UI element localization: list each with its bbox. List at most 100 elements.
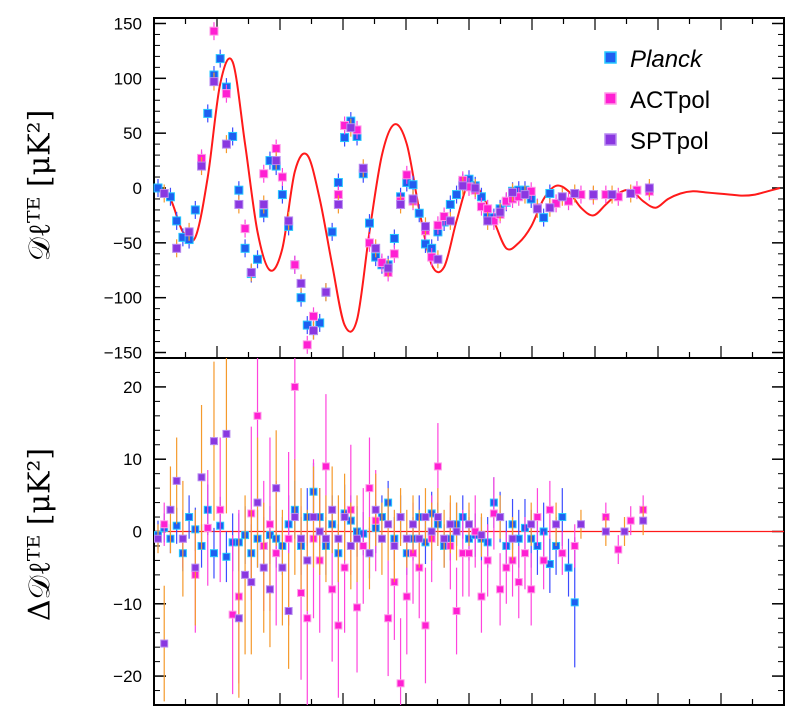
top-point-sptpol [284,216,294,226]
top-point-sptpol [209,77,219,87]
bottom-point-actpol [539,556,548,565]
legend-marker-actpol [604,92,617,105]
top-point-planck [153,183,163,193]
bottom-point-sptpol [284,607,293,616]
top-point-sptpol [246,267,256,277]
top-point-sptpol [234,199,244,209]
top-point-actpol [240,224,250,234]
top-point-planck [234,185,244,195]
top-point-actpol [209,26,219,36]
bottom-point-actpol [527,585,536,594]
top-point-sptpol [433,254,443,264]
top-y-tick-label: −150 [104,344,142,363]
bottom-point-sptpol [353,534,362,543]
top-point-planck [327,227,337,237]
bottom-point-actpol [328,585,337,594]
top-point-sptpol [445,216,455,226]
bottom-point-actpol [452,607,461,616]
bottom-point-actpol [477,592,486,601]
top-point-sptpol [607,190,617,200]
bottom-point-sptpol [440,534,449,543]
bottom-point-actpol [297,588,306,597]
bottom-point-actpol [396,679,405,688]
top-point-planck [215,54,225,64]
bottom-point-sptpol [334,534,343,543]
bottom-point-sptpol [253,498,262,507]
top-point-sptpol [383,263,393,273]
top-point-sptpol [396,199,406,209]
top-point-sptpol [259,199,269,209]
bottom-point-sptpol [197,473,206,482]
bottom-point-sptpol [371,505,380,514]
top-point-planck [228,131,238,141]
bottom-point-sptpol [178,534,187,543]
top-point-sptpol [346,123,356,133]
bottom-y-tick-label: 0 [133,523,142,542]
bottom-point-planck [222,552,231,561]
top-point-actpol [302,340,312,350]
bottom-point-planck [564,563,573,572]
top-point-planck [452,190,462,200]
bottom-point-actpol [496,585,505,594]
bottom-point-sptpol [166,505,175,514]
bottom-point-sptpol [209,437,218,446]
bottom-point-actpol [203,523,212,532]
bottom-point-actpol [321,462,330,471]
legend-label-actpol: ACTpol [630,87,710,114]
top-point-sptpol [358,163,368,173]
bottom-point-actpol [421,621,430,630]
bottom-y-axis-label: Δ𝒟ℓᵀᴱ [μK²] [22,447,58,622]
bottom-point-sptpol [315,527,324,536]
top-point-sptpol [520,190,530,200]
top-model-curve [157,57,781,333]
top-point-sptpol [321,287,331,297]
legend-label-planck: Planck [630,46,704,73]
bottom-point-actpol [160,520,169,529]
top-panel-ticks: −150 −100 −50 0 50 100 150 [104,14,785,363]
top-point-actpol [271,144,281,154]
bottom-point-sptpol [303,556,312,565]
bottom-point-sptpol [452,527,461,536]
bottom-panel-ticks: −20 −10 0 10 20 [113,371,785,705]
bottom-point-sptpol [384,520,393,529]
bottom-point-actpol [290,382,299,391]
bottom-point-sptpol [402,534,411,543]
top-point-actpol [377,258,387,268]
legend-label-sptpol: SPTpol [630,128,709,155]
bottom-point-sptpol [346,541,355,550]
bottom-data-points [154,358,648,705]
bottom-point-actpol [303,614,312,623]
top-y-axis-label: 𝒟ℓᵀᴱ [μK²] [22,109,58,262]
bottom-point-sptpol [172,476,181,485]
bottom-point-actpol [353,603,362,612]
bottom-point-planck [558,513,567,522]
bottom-point-sptpol [465,520,473,529]
top-point-actpol [277,172,287,182]
bottom-point-sptpol [154,534,162,543]
top-point-sptpol [172,243,182,253]
bottom-point-planck [185,513,194,522]
bottom-point-sptpol [278,563,287,572]
top-point-sptpol [557,192,567,202]
top-point-planck [389,233,399,243]
bottom-point-actpol [359,541,368,550]
top-point-sptpol [159,188,169,198]
bottom-y-tick-label: −20 [113,667,142,686]
top-point-planck [445,199,455,209]
bottom-point-sptpol [421,513,430,522]
bottom-point-actpol [558,549,567,558]
bottom-point-planck [570,598,579,607]
bottom-point-sptpol [415,534,424,543]
top-point-planck [539,213,549,223]
bottom-point-sptpol [265,585,274,594]
top-point-planck [340,133,350,143]
bottom-point-sptpol [576,520,585,529]
bottom-point-actpol [433,462,442,471]
top-point-planck [277,190,287,200]
top-point-sptpol [532,204,542,214]
bottom-point-actpol [384,614,393,623]
bottom-point-sptpol [365,549,374,558]
top-y-tick-label: 0 [133,179,142,198]
bottom-point-actpol [626,516,635,525]
